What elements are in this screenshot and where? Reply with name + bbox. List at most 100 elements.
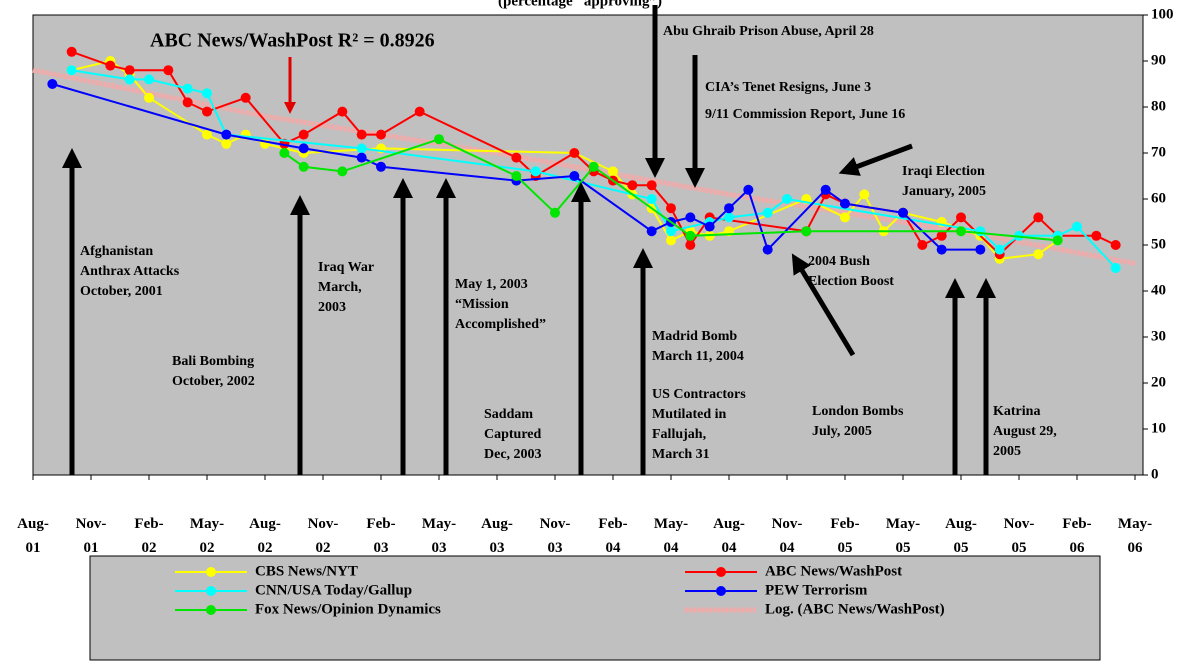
annotation: Abu Ghraib Prison Abuse, April 28: [663, 24, 874, 39]
annotation: Katrina: [993, 404, 1040, 419]
series-marker: [376, 129, 386, 140]
series-marker: [221, 138, 232, 149]
series-marker: [646, 194, 657, 204]
x-tick-label: Aug-03: [481, 516, 513, 556]
annotation: Dec, 2003: [484, 447, 542, 462]
x-tick-label: Nov-05: [1004, 516, 1035, 556]
y-tick-label: 60: [1151, 190, 1166, 206]
annotation: Anthrax Attacks: [80, 264, 180, 279]
annotation: “Mission: [455, 297, 509, 312]
y-tick-label: 80: [1151, 98, 1166, 114]
y-tick-label: 50: [1151, 236, 1166, 252]
annotation: Saddam: [484, 407, 533, 422]
annotation: Madrid Bomb: [652, 329, 737, 344]
y-tick-label: 40: [1151, 282, 1166, 298]
x-tick-label: May-02: [190, 516, 224, 556]
series-marker: [840, 198, 850, 209]
series-marker: [936, 244, 947, 255]
x-tick-label: Aug-02: [249, 516, 281, 556]
annotation: London Bombs: [812, 404, 904, 419]
legend-box: [89, 555, 1101, 661]
annotations: Abu Ghraib Prison Abuse, April 28 CIA’s T…: [80, 24, 1057, 462]
series-marker: [782, 194, 792, 204]
series-marker: [917, 240, 928, 250]
series-marker: [646, 226, 657, 237]
arrows: [62, 5, 996, 475]
y-tick-label: 0: [1151, 466, 1159, 482]
legend-marker: [206, 586, 216, 596]
series-marker: [724, 212, 734, 223]
legend-label: Fox News/Opinion Dynamics: [255, 601, 441, 617]
x-tick-label: May-03: [422, 516, 456, 556]
series-marker: [221, 129, 232, 140]
annotation: October, 2002: [172, 374, 255, 389]
y-tick-label: 100: [1151, 6, 1174, 22]
x-tick-label: Aug-04: [713, 516, 745, 556]
x-tick-label: Feb-02: [134, 516, 163, 556]
x-tick-label: May-06: [1118, 516, 1152, 556]
series-marker: [105, 60, 116, 71]
series-marker: [550, 207, 560, 218]
series-marker: [994, 244, 1005, 255]
legend-label: Log. (ABC News/WashPost): [765, 601, 945, 617]
series-marker: [202, 88, 212, 99]
series-marker: [337, 106, 348, 117]
series-layer: [32, 46, 1136, 273]
legend-marker: [206, 605, 216, 615]
y-tick-label: 20: [1151, 374, 1166, 390]
series-marker: [956, 212, 966, 223]
series-marker: [743, 184, 754, 195]
legend-label: PEW Terrorism: [765, 582, 868, 598]
x-tick-label: Feb-03: [366, 516, 395, 556]
x-tick-label: Aug-05: [945, 516, 977, 556]
annotation: 2004 Bush: [808, 254, 870, 269]
annotation: January, 2005: [902, 184, 986, 199]
x-tick-label: Nov-04: [772, 516, 803, 556]
series-marker: [588, 161, 599, 172]
series-marker: [414, 106, 425, 117]
series-marker: [646, 180, 657, 191]
series-marker: [1110, 263, 1121, 273]
annotation: 2005: [993, 444, 1021, 459]
annotation: CIA’s Tenet Resigns, June 3: [705, 80, 871, 95]
series-marker: [859, 189, 870, 200]
series-marker: [298, 143, 309, 154]
annotation: Captured: [484, 427, 542, 442]
series-marker: [66, 46, 77, 57]
series-marker: [434, 134, 444, 145]
chart-title: (percentage “approving”): [498, 0, 662, 9]
legend-marker: [716, 586, 726, 596]
series-marker: [1033, 249, 1044, 260]
x-tick-label: May-05: [886, 516, 920, 556]
series-marker: [666, 235, 676, 246]
series-marker: [182, 83, 193, 94]
series-marker: [569, 171, 580, 181]
annotation: Mutilated in: [652, 407, 726, 422]
annotation: March 31: [652, 447, 710, 462]
annotation: March,: [318, 280, 362, 295]
annotation: July, 2005: [812, 424, 872, 439]
series-marker: [530, 166, 541, 177]
annotation: Election Boost: [808, 274, 894, 289]
series-marker: [685, 230, 696, 241]
series-marker: [1110, 240, 1121, 250]
series-marker: [975, 226, 986, 237]
series-marker: [627, 180, 638, 191]
legend-marker: [206, 567, 216, 577]
series-marker: [762, 207, 773, 218]
arrow: [791, 253, 856, 357]
series-marker: [279, 148, 290, 158]
annotation: Accomplished”: [455, 317, 546, 332]
y-tick-label: 30: [1151, 328, 1166, 344]
y-tick-label: 10: [1151, 420, 1166, 436]
series-marker: [762, 244, 773, 255]
x-tick-label: Nov-02: [308, 516, 339, 556]
series-marker: [298, 129, 309, 140]
series-marker: [298, 161, 309, 172]
series-marker: [240, 92, 251, 103]
plot-area: [32, 14, 1144, 476]
series-marker: [182, 97, 193, 108]
series-marker: [202, 129, 212, 140]
y-tick-label: 70: [1151, 144, 1166, 160]
